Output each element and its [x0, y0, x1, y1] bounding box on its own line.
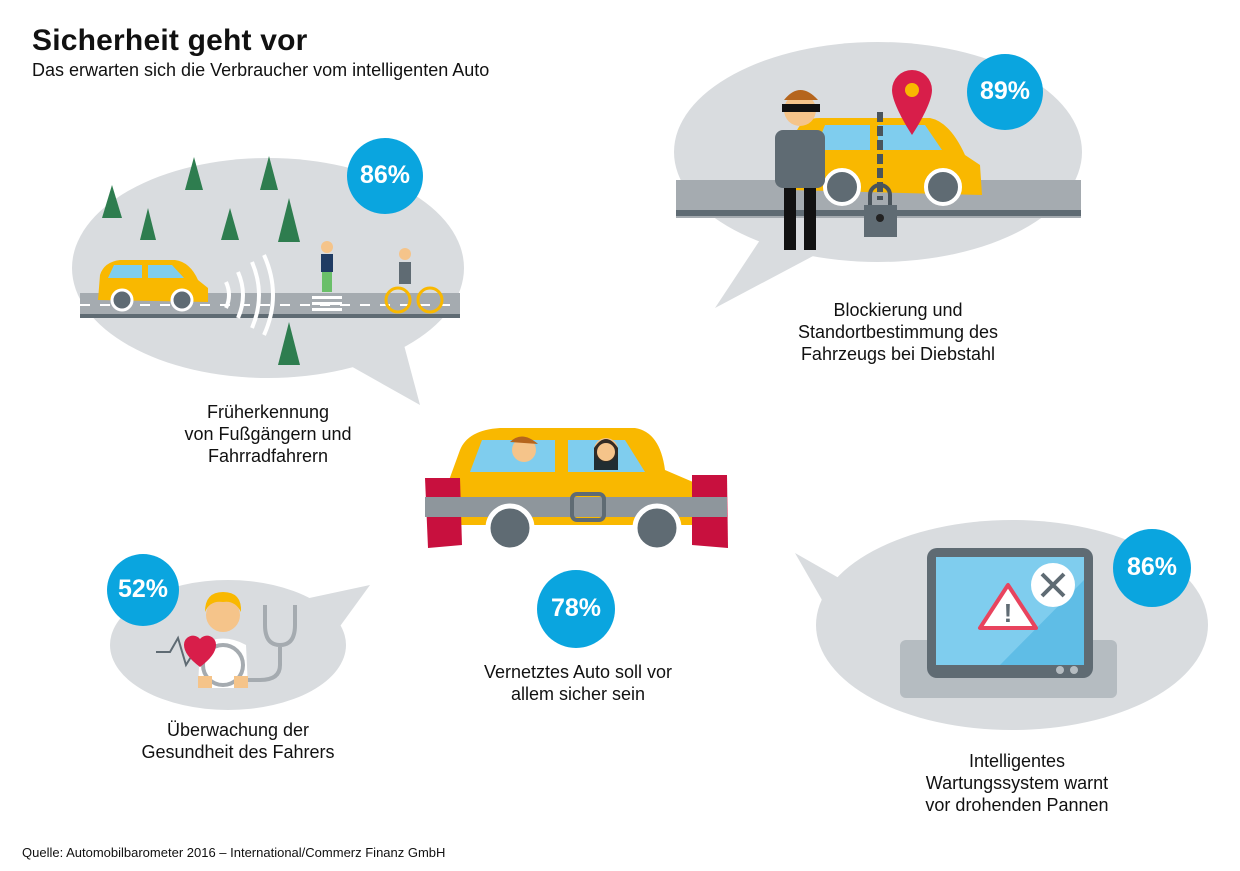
- caption-driver-health: Überwachung der Gesundheit des Fahrers: [141, 720, 335, 762]
- percent-badge-2: [967, 54, 1043, 130]
- percent-badge-3: [107, 554, 179, 626]
- location-pin-icon: [892, 70, 932, 135]
- source-note: Quelle: Automobilbarometer 2016 – Intern…: [22, 845, 446, 860]
- car-pedestrian-detection-icon: [80, 156, 460, 365]
- percent-value: 89%: [979, 77, 1031, 105]
- percent-value: 86%: [1126, 553, 1178, 581]
- percent-value: 86%: [359, 161, 411, 189]
- percent-badge-1: [347, 138, 423, 214]
- signal-waves-icon: [224, 254, 275, 336]
- percent-badge-4: [537, 570, 615, 648]
- heart-icon: [183, 635, 217, 667]
- page-subtitle: Das erwarten sich die Verbraucher vom in…: [32, 60, 490, 80]
- page-title: Sicherheit geht vor: [32, 24, 308, 57]
- percent-badge-5: [1113, 529, 1191, 607]
- tree-icon: [102, 156, 300, 365]
- percent-value: 52%: [117, 575, 169, 603]
- driver-health-stethoscope-icon: [156, 592, 297, 688]
- maintenance-warning-screen-icon: !: [900, 548, 1117, 698]
- thief-icon: [775, 90, 825, 250]
- cyclist-icon: [384, 248, 444, 314]
- padlock-icon: [864, 183, 897, 237]
- car-theft-lock-location-icon: [676, 70, 1081, 250]
- caption-pedestrian-detection: Früherkennung von Fußgängern und Fahrrad…: [184, 402, 352, 466]
- caption-theft-protection: Blockierung und Standortbestimmung des F…: [797, 300, 999, 364]
- caption-maintenance: Intelligentes Wartungssystem warnt vor d…: [925, 751, 1109, 815]
- safe-connected-car-icon: [425, 428, 728, 553]
- svg-text:!: !: [1004, 598, 1013, 628]
- percent-value: 78%: [550, 594, 602, 622]
- caption-safe-car: Vernetztes Auto soll vor allem sicher se…: [483, 662, 673, 704]
- pedestrian-icon: [321, 241, 333, 292]
- warning-triangle-icon: [978, 583, 1038, 630]
